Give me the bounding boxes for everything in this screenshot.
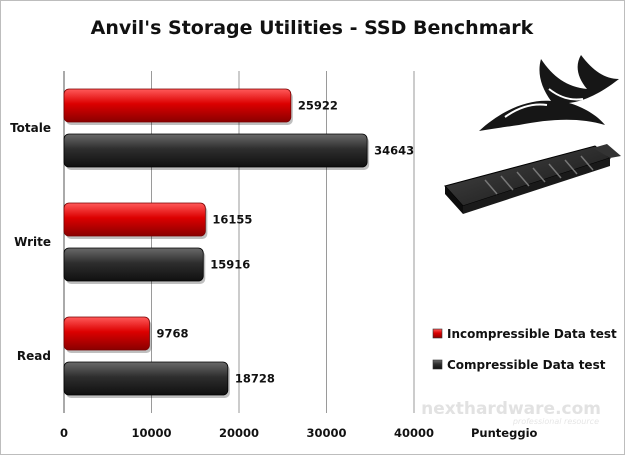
value-labels: 25922 34643 16155 15916 9768 18728	[156, 99, 414, 386]
legend-swatch	[432, 359, 443, 370]
bar	[63, 316, 150, 351]
category-label: Write	[14, 235, 51, 249]
x-tick-label: 20000	[219, 426, 259, 440]
value-label: 15916	[210, 258, 250, 272]
legend-label: Incompressible Data test	[447, 327, 617, 341]
value-label: 25922	[298, 99, 338, 113]
bars	[63, 88, 370, 398]
bar	[63, 202, 206, 237]
bar	[63, 133, 368, 168]
bar	[63, 247, 204, 282]
x-tick-label: 0	[60, 426, 68, 440]
x-axis-label: Punteggio	[471, 426, 538, 440]
product-image	[444, 144, 621, 214]
watermark-text: nexthardware.com	[421, 399, 601, 419]
legend: Incompressible Data test Compressible Dat…	[432, 327, 617, 372]
legend-swatch	[432, 328, 443, 339]
x-tick-label: 30000	[306, 426, 346, 440]
bar	[63, 361, 229, 396]
value-label: 34643	[374, 144, 414, 158]
watermark: nexthardware.com professional resource	[421, 399, 601, 426]
category-label: Read	[17, 349, 51, 363]
value-label: 16155	[212, 213, 252, 227]
watermark-subtext: professional resource	[512, 417, 599, 426]
grid	[63, 71, 415, 413]
legend-label: Compressible Data test	[447, 358, 606, 372]
chart-title: Anvil's Storage Utilities - SSD Benchmar…	[91, 17, 534, 39]
x-tick-label: 40000	[394, 426, 434, 440]
category-label: Totale	[10, 121, 51, 135]
value-label: 9768	[156, 327, 188, 341]
x-tick-label: 10000	[131, 426, 171, 440]
x-tick-labels: 0 10000 20000 30000 40000	[60, 426, 434, 440]
bar	[63, 88, 292, 123]
category-labels: Totale Write Read	[10, 121, 51, 363]
value-label: 18728	[235, 372, 275, 386]
brand-logo	[479, 55, 619, 131]
